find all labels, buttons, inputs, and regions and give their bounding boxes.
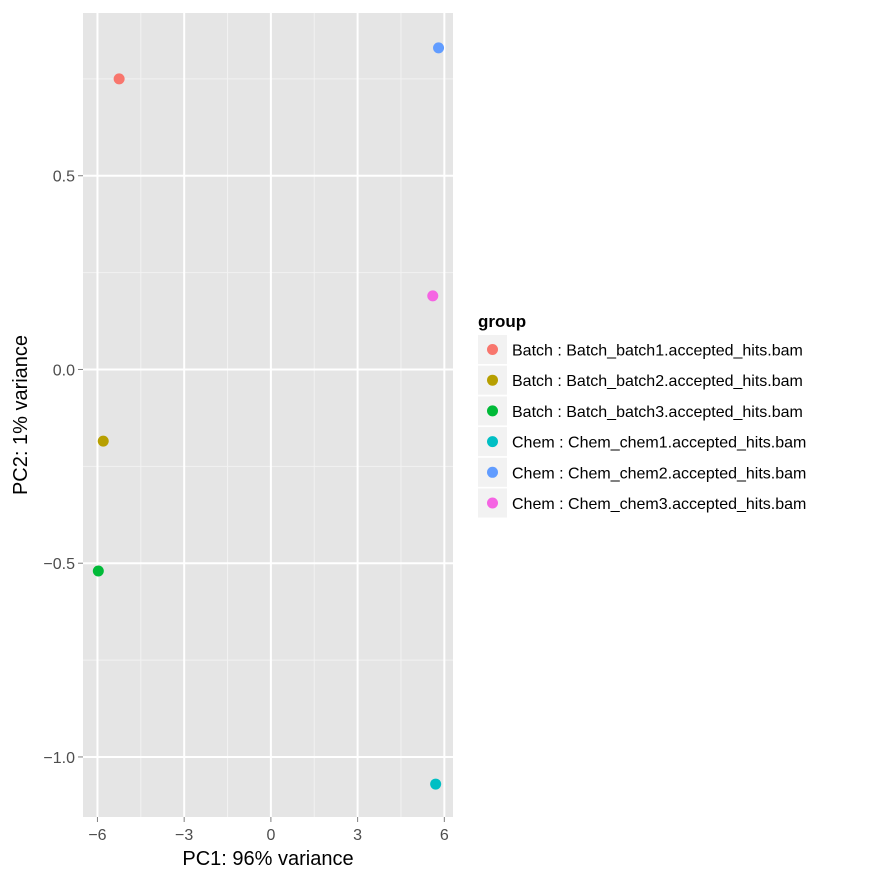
legend-key-point (487, 436, 498, 448)
x-tick-label: −6 (88, 827, 106, 844)
x-tick-label: 3 (353, 827, 362, 844)
y-tick-label: −0.5 (43, 556, 75, 573)
data-point (113, 73, 125, 85)
legend-item: Batch : Batch_batch3.accepted_hits.bam (478, 396, 803, 426)
legend-key-point (487, 497, 498, 509)
minor-gridlines (83, 13, 453, 817)
x-tick-label: 0 (266, 827, 275, 844)
x-axis-ticks: −6 −3 0 3 6 (88, 817, 449, 844)
data-point (97, 435, 109, 447)
legend-item: Batch : Batch_batch1.accepted_hits.bam (478, 335, 803, 364)
legend-item: Chem : Chem_chem3.accepted_hits.bam (478, 488, 806, 518)
x-tick-label: 6 (440, 827, 449, 844)
y-axis-ticks: 0.5 0.0 −0.5 −1.0 (43, 169, 83, 767)
legend-item: Batch : Batch_batch2.accepted_hits.bam (478, 365, 803, 395)
data-point (427, 290, 439, 302)
major-gridlines (83, 13, 453, 817)
plot-panel (83, 13, 453, 817)
legend-label: Batch : Batch_batch3.accepted_hits.bam (512, 404, 803, 421)
legend-key-point (487, 374, 498, 386)
legend-items: Batch : Batch_batch1.accepted_hits.bam Ba… (478, 335, 806, 518)
x-axis-title: PC1: 96% variance (182, 848, 353, 870)
legend-title: group (478, 312, 526, 331)
y-tick-label: 0.0 (53, 362, 75, 379)
legend-label: Batch : Batch_batch2.accepted_hits.bam (512, 373, 803, 390)
data-point (433, 42, 445, 54)
legend-label: Chem : Chem_chem1.accepted_hits.bam (512, 435, 806, 452)
data-points (92, 42, 445, 790)
data-point (430, 778, 442, 790)
data-point (92, 565, 104, 577)
legend-key-point (487, 344, 498, 355)
legend: group Batch : Batch_batch1.accepted_hits… (478, 312, 806, 518)
y-axis-title: PC2: 1% variance (10, 335, 32, 495)
x-tick-label: −3 (175, 827, 193, 844)
legend-label: Chem : Chem_chem3.accepted_hits.bam (512, 496, 806, 513)
legend-item: Chem : Chem_chem1.accepted_hits.bam (478, 427, 806, 457)
legend-item: Chem : Chem_chem2.accepted_hits.bam (478, 457, 806, 487)
legend-label: Chem : Chem_chem2.accepted_hits.bam (512, 465, 806, 482)
y-tick-label: −1.0 (43, 750, 75, 767)
y-tick-label: 0.5 (53, 169, 75, 186)
legend-label: Batch : Batch_batch1.accepted_hits.bam (512, 343, 803, 360)
legend-key-point (487, 466, 498, 478)
legend-key-point (487, 405, 498, 417)
